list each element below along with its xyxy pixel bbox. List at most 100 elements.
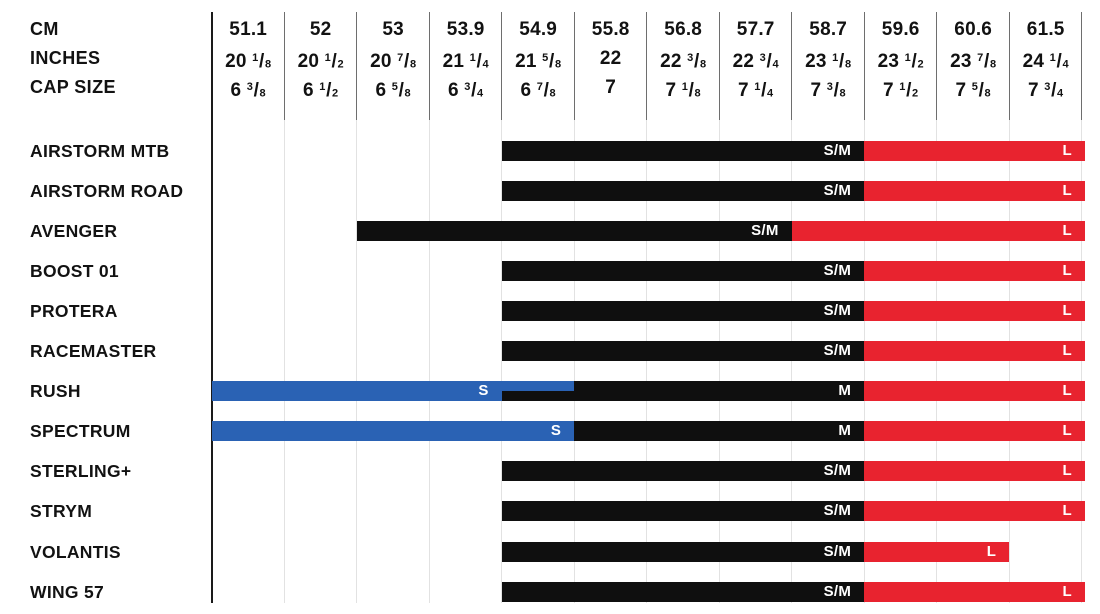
size-bar-label: L bbox=[1062, 422, 1072, 440]
cap-size-value: 7 5/8 bbox=[955, 80, 991, 102]
cm-value: 53 bbox=[382, 19, 404, 40]
cm-value: 55.8 bbox=[591, 19, 630, 40]
size-bar-s-m: S/M bbox=[501, 341, 865, 361]
size-bar-label: S/M bbox=[823, 502, 852, 520]
size-bar-label: L bbox=[1062, 462, 1072, 480]
cap-size-value: 6 1/2 bbox=[302, 80, 339, 102]
column-header: 61.5 24 1/4 7 3/4 bbox=[1009, 15, 1082, 102]
cm-value: 61.5 bbox=[1026, 19, 1065, 40]
cap-size-value: 7 1/8 bbox=[665, 80, 701, 102]
column-header: 58.7 23 1/8 7 3/8 bbox=[792, 15, 865, 102]
inches-value: 23 1/2 bbox=[877, 51, 924, 73]
size-bar-label: S/M bbox=[823, 342, 852, 359]
inches-value: 23 1/8 bbox=[805, 51, 852, 73]
inches-value: 20 1/2 bbox=[297, 51, 344, 73]
inches-value: 21 1/4 bbox=[442, 51, 489, 73]
size-bar-label: L bbox=[1062, 382, 1072, 400]
size-bar-label: S/M bbox=[823, 141, 852, 159]
cap-size-value: 6 7/8 bbox=[520, 80, 556, 102]
size-bar-label: M bbox=[838, 422, 852, 440]
cap-size-value: 7 bbox=[605, 77, 617, 98]
header-row-label-cap-size: CAP SIZE bbox=[30, 77, 116, 97]
size-bar-m: M bbox=[574, 421, 865, 442]
size-bar-s-m: S/M bbox=[356, 220, 792, 241]
size-bar-label: L bbox=[1062, 502, 1072, 520]
size-bar-label: M bbox=[838, 382, 852, 400]
size-bar-l: L bbox=[864, 300, 1085, 321]
row-label: SPECTRUM bbox=[30, 421, 131, 442]
size-bar-s-m: S/M bbox=[501, 461, 865, 482]
cm-value: 60.6 bbox=[954, 19, 993, 40]
size-bar-label: S/M bbox=[823, 542, 852, 560]
cm-value: 53.9 bbox=[446, 19, 485, 40]
cap-size-value: 6 5/8 bbox=[375, 80, 411, 102]
inches-value: 22 bbox=[599, 48, 622, 69]
size-bar-label: S/M bbox=[823, 462, 852, 480]
size-bar-l: L bbox=[864, 140, 1085, 161]
size-bar-label: L bbox=[1062, 261, 1072, 279]
size-bar-l: L bbox=[791, 220, 1085, 241]
inches-value: 22 3/4 bbox=[732, 51, 779, 73]
size-bar-label: L bbox=[1062, 342, 1072, 359]
size-bar-l: L bbox=[864, 581, 1085, 602]
size-bar-label: L bbox=[1062, 181, 1072, 199]
inches-value: 21 5/8 bbox=[515, 51, 562, 73]
size-bar-label: S/M bbox=[823, 181, 852, 199]
size-bar-s-m: S/M bbox=[501, 140, 865, 161]
row-label: PROTERA bbox=[30, 300, 118, 321]
axis-line bbox=[211, 12, 213, 603]
size-bar-label: S/M bbox=[823, 261, 852, 279]
cm-value: 54.9 bbox=[519, 19, 558, 40]
row-label: AVENGER bbox=[30, 220, 118, 241]
row-label: RACEMASTER bbox=[30, 341, 157, 361]
size-bar-l: L bbox=[864, 421, 1085, 442]
size-bar-label: L bbox=[1062, 141, 1072, 159]
column-header: 55.8 22 7 bbox=[574, 15, 647, 102]
size-bar-s-m: S/M bbox=[501, 300, 865, 321]
size-bar-l: L bbox=[864, 260, 1085, 281]
size-bar-s: S bbox=[211, 381, 502, 402]
cap-size-value: 6 3/4 bbox=[447, 80, 484, 102]
row-label: AIRSTORM ROAD bbox=[30, 180, 184, 201]
inches-value: 23 7/8 bbox=[950, 51, 997, 73]
column-header: 60.6 23 7/8 7 5/8 bbox=[937, 15, 1010, 102]
size-bar-label: S/M bbox=[823, 301, 852, 319]
cap-size-value: 7 3/8 bbox=[810, 80, 846, 102]
inches-value: 24 1/4 bbox=[1022, 51, 1069, 73]
header-row-label-inches: INCHES bbox=[30, 48, 101, 68]
cm-value: 58.7 bbox=[809, 19, 848, 40]
gridline bbox=[356, 12, 358, 603]
cm-value: 51.1 bbox=[229, 19, 268, 40]
size-bar-label: L bbox=[1062, 301, 1072, 319]
size-bar-l: L bbox=[864, 381, 1085, 402]
size-bar-s-m: S/M bbox=[501, 260, 865, 281]
row-label: WING 57 bbox=[30, 581, 105, 602]
size-bar-s: S bbox=[211, 421, 575, 442]
size-bar-overlap bbox=[501, 381, 575, 392]
size-bar-label: L bbox=[1062, 582, 1072, 600]
size-bar-s-m: S/M bbox=[501, 541, 865, 562]
column-header: 52 20 1/2 6 1/2 bbox=[284, 15, 357, 102]
size-bar-l: L bbox=[864, 461, 1085, 482]
column-header: 56.8 22 3/8 7 1/8 bbox=[647, 15, 720, 102]
row-label: BOOST 01 bbox=[30, 260, 119, 281]
size-bar-l: L bbox=[864, 501, 1085, 522]
column-header: 53 20 7/8 6 5/8 bbox=[357, 15, 430, 102]
inches-value: 22 3/8 bbox=[660, 51, 707, 73]
size-bar-l: L bbox=[864, 341, 1085, 361]
cap-size-value: 7 1/2 bbox=[882, 80, 919, 102]
cap-size-value: 6 3/8 bbox=[230, 80, 266, 102]
size-bar-label: S bbox=[478, 382, 489, 400]
header-row-labels: CM INCHES CAP SIZE bbox=[30, 15, 116, 102]
column-header: 53.9 21 1/4 6 3/4 bbox=[429, 15, 502, 102]
size-bar-label: S/M bbox=[751, 221, 779, 239]
row-label: RUSH bbox=[30, 381, 81, 402]
row-label: VOLANTIS bbox=[30, 541, 121, 562]
size-bar-s-m: S/M bbox=[501, 501, 865, 522]
cm-value: 56.8 bbox=[664, 19, 703, 40]
size-bar-s-m: S/M bbox=[501, 581, 865, 602]
size-bar-l: L bbox=[864, 541, 1010, 562]
column-header: 57.7 22 3/4 7 1/4 bbox=[719, 15, 792, 102]
size-bar-label: S/M bbox=[823, 582, 852, 600]
